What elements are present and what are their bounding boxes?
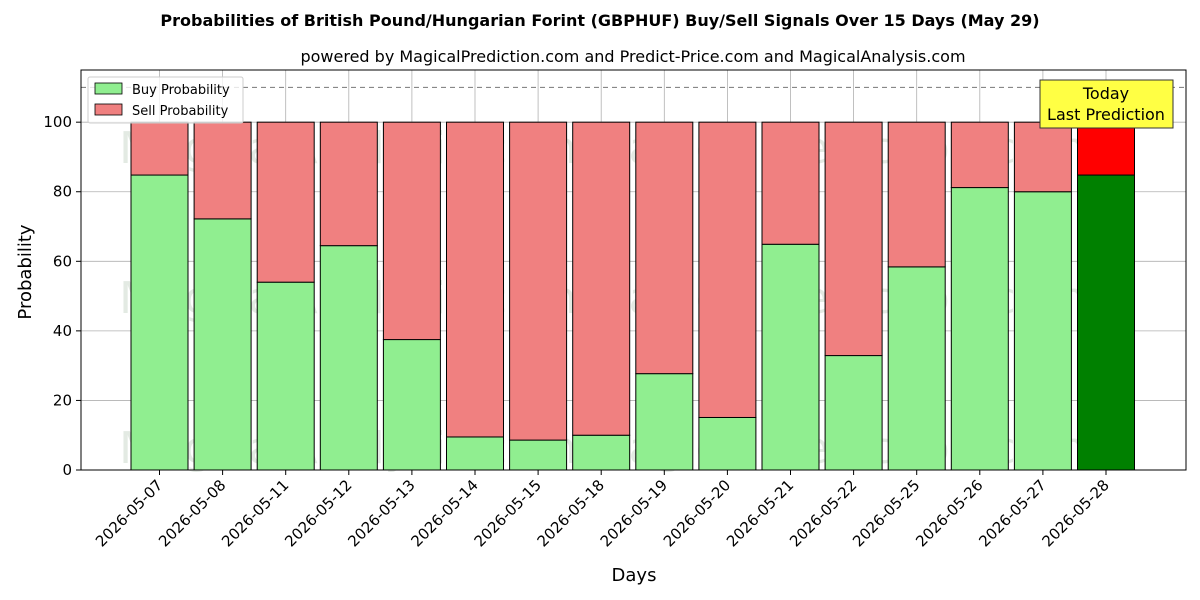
x-tick-label: 2026-05-08 xyxy=(155,476,229,550)
x-tick-label: 2026-05-11 xyxy=(218,476,292,550)
today-label: Today xyxy=(1082,84,1129,103)
x-tick-label: 2026-05-27 xyxy=(975,476,1049,550)
legend-sell-label: Sell Probability xyxy=(132,104,229,119)
x-tick-label: 2026-05-15 xyxy=(471,476,545,550)
buy-bar xyxy=(887,266,946,471)
buy-bar xyxy=(382,339,441,471)
legend: Buy Probability Sell Probability xyxy=(87,76,244,124)
buy-bar xyxy=(193,218,252,471)
sell-bar xyxy=(446,121,504,438)
y-tick-label: 100 xyxy=(43,113,72,131)
sell-bar xyxy=(319,121,378,247)
sell-bar xyxy=(1077,121,1135,176)
sell-bar xyxy=(761,121,820,245)
sell-bar xyxy=(635,121,694,375)
y-tick-label: 80 xyxy=(53,183,72,201)
x-tick-label: 2026-05-14 xyxy=(407,476,481,550)
bars xyxy=(130,121,1135,471)
y-tick-label: 40 xyxy=(53,322,72,340)
buy-bar xyxy=(1077,174,1135,471)
x-tick-label: 2026-05-07 xyxy=(92,476,166,550)
buy-bar xyxy=(256,281,315,471)
buy-bar xyxy=(635,373,694,471)
x-tick-label: 2026-05-19 xyxy=(597,476,671,550)
x-tick-label: 2026-05-13 xyxy=(344,476,418,550)
y-tick-label: 20 xyxy=(53,391,72,409)
legend-buy-label: Buy Probability xyxy=(132,83,230,98)
x-tick-label: 2026-05-26 xyxy=(912,476,986,550)
sell-bar xyxy=(256,121,315,283)
x-axis-label: Days xyxy=(612,565,657,586)
y-tick-label: 60 xyxy=(53,252,72,270)
sell-bar xyxy=(509,121,568,441)
y-axis-label: Probability xyxy=(15,224,36,319)
buy-bar xyxy=(824,355,883,471)
x-tick-label: 2026-05-12 xyxy=(281,476,355,550)
sell-bar xyxy=(193,121,252,220)
buy-bar xyxy=(698,416,757,471)
sell-bar xyxy=(572,121,631,436)
last-prediction-label: Last Prediction xyxy=(1047,105,1165,124)
sell-bar xyxy=(824,121,883,357)
buy-bar xyxy=(319,245,378,471)
x-tick-label: 2026-05-28 xyxy=(1038,476,1112,550)
buy-bar xyxy=(509,439,568,471)
x-tick-label: 2026-05-22 xyxy=(786,476,860,550)
chart-title: Probabilities of British Pound/Hungarian… xyxy=(160,11,1039,30)
y-tick-label: 0 xyxy=(62,461,72,479)
buy-bar xyxy=(572,434,631,471)
x-axis-ticks: 2026-05-072026-05-082026-05-112026-05-12… xyxy=(92,470,1113,550)
sell-bar xyxy=(950,121,1009,189)
legend-box xyxy=(87,76,244,124)
buy-bar xyxy=(761,243,820,471)
plot-frame xyxy=(80,69,1187,471)
buy-bar xyxy=(130,174,189,471)
sell-bar xyxy=(382,121,441,341)
x-tick-label: 2026-05-20 xyxy=(660,476,734,550)
buy-bar xyxy=(1013,191,1072,471)
buy-bar xyxy=(446,436,504,471)
sell-bar xyxy=(1013,121,1072,193)
today-annotation: Today Last Prediction xyxy=(1039,79,1174,129)
today-box xyxy=(1039,79,1174,129)
y-axis-ticks: 0 20 40 60 80 100 xyxy=(43,113,81,479)
x-tick-label: 2026-05-21 xyxy=(723,476,797,550)
sell-bar xyxy=(698,121,757,418)
legend-sell-swatch xyxy=(94,103,123,116)
buy-bar xyxy=(950,187,1009,471)
sell-bar xyxy=(887,121,946,268)
x-tick-label: 2026-05-25 xyxy=(849,476,923,550)
legend-buy-swatch xyxy=(94,82,123,95)
sell-bar xyxy=(130,121,189,176)
x-tick-label: 2026-05-18 xyxy=(534,476,608,550)
chart-subtitle: powered by MagicalPrediction.com and Pre… xyxy=(300,47,965,66)
